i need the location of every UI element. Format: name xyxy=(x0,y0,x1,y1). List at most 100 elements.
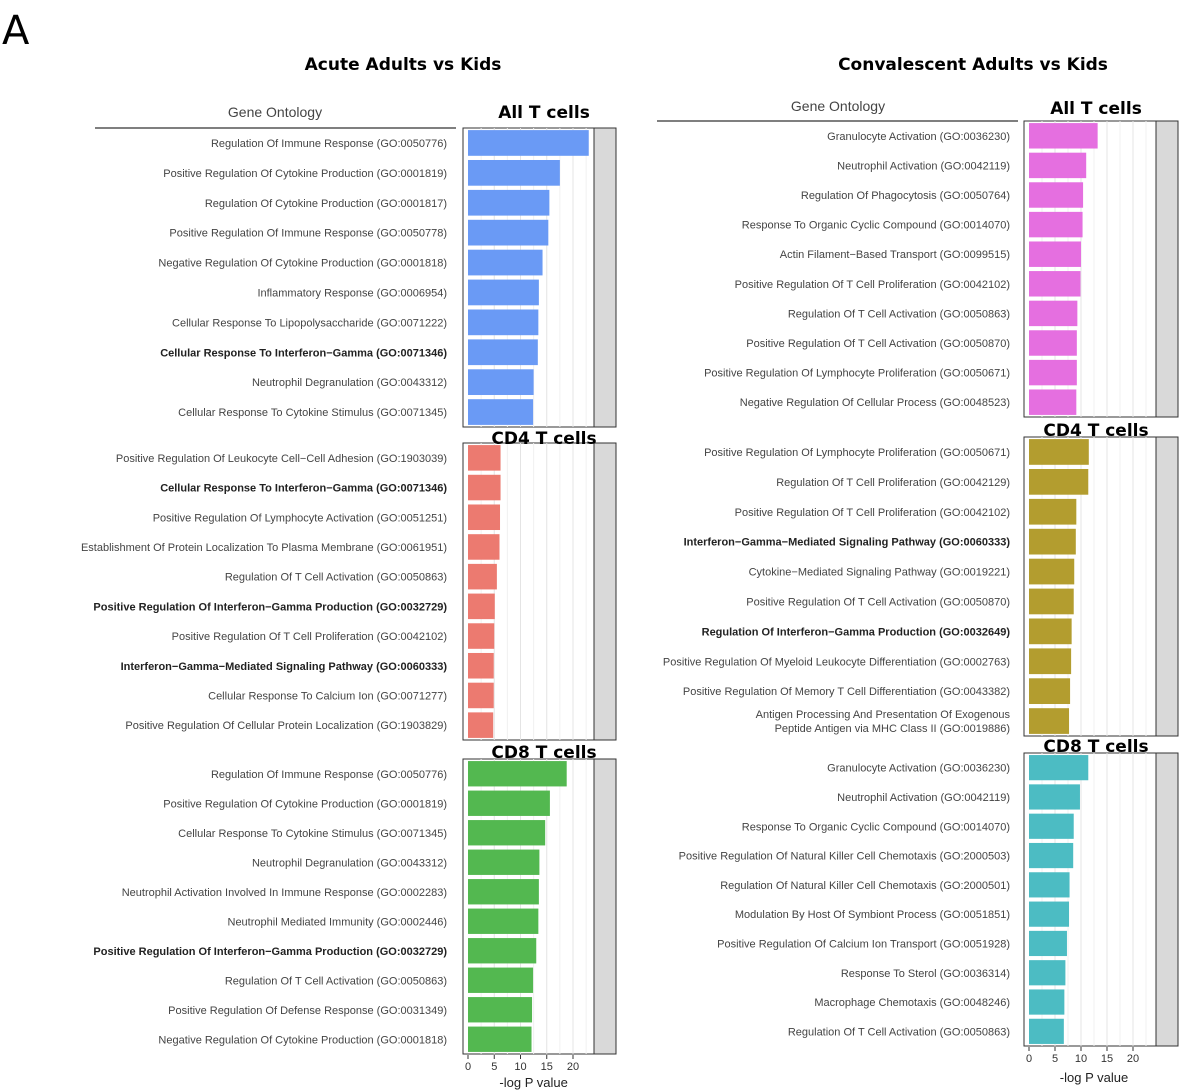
bar xyxy=(1029,872,1070,898)
x-tick-label: 15 xyxy=(1101,1053,1113,1065)
term-label: Cytokine−Mediated Signaling Pathway (GO:… xyxy=(749,567,1010,579)
bar xyxy=(1029,468,1089,495)
bar xyxy=(468,339,538,366)
term-label: Positive Regulation Of T Cell Proliferat… xyxy=(735,279,1010,291)
facet-strip xyxy=(593,127,617,428)
term-label: Neutrophil Mediated Immunity (GO:0002446… xyxy=(228,916,448,928)
facet-cd8-t-cells: CD8 T cells Granulocyte Activation (GO:00… xyxy=(679,737,1179,1047)
bar xyxy=(1029,755,1089,781)
bar xyxy=(468,369,534,396)
bar xyxy=(1029,389,1077,415)
bar xyxy=(468,682,494,709)
term-label: Response To Organic Cyclic Compound (GO:… xyxy=(742,220,1010,232)
bar xyxy=(1029,300,1078,327)
bar xyxy=(1029,330,1077,356)
bar xyxy=(468,997,533,1023)
bar xyxy=(468,820,546,846)
term-label: Interferon−Gamma−Mediated Signaling Path… xyxy=(684,537,1011,549)
term-label: Regulation Of Cytokine Production (GO:00… xyxy=(205,198,447,210)
facet-title: All T cells xyxy=(498,103,590,123)
term-label: Positive Regulation Of T Cell Proliferat… xyxy=(735,507,1010,519)
bar xyxy=(468,219,549,246)
bar xyxy=(468,938,537,964)
bar xyxy=(468,593,495,620)
term-label: Inflammatory Response (GO:0006954) xyxy=(257,287,447,299)
term-label: Neutrophil Degranulation (GO:0043312) xyxy=(252,377,447,389)
facet-title: CD8 T cells xyxy=(491,743,596,763)
term-label: Interferon−Gamma−Mediated Signaling Path… xyxy=(121,661,448,673)
term-label: Granulocyte Activation (GO:0036230) xyxy=(827,131,1010,143)
term-label: Actin Filament−Based Transport (GO:00995… xyxy=(780,249,1010,261)
bar xyxy=(1029,123,1098,149)
bar xyxy=(468,761,567,787)
x-axis-label: -log P value xyxy=(499,1075,567,1090)
term-label: Positive Regulation Of Interferon−Gamma … xyxy=(93,946,447,958)
term-label: Response To Organic Cyclic Compound (GO:… xyxy=(742,821,1010,833)
bar xyxy=(1029,558,1075,585)
term-label: Antigen Processing And Presentation Of E… xyxy=(756,709,1011,735)
x-tick-label: 20 xyxy=(567,1061,579,1073)
bar xyxy=(1029,359,1077,386)
term-label: Positive Regulation Of Cellular Protein … xyxy=(125,720,447,732)
term-label: Regulation Of Immune Response (GO:005077… xyxy=(211,138,447,150)
facet-strip xyxy=(1155,436,1179,737)
x-tick-label: 20 xyxy=(1127,1053,1139,1065)
term-label: Positive Regulation Of T Cell Activation… xyxy=(746,596,1010,608)
facet-title: All T cells xyxy=(1050,99,1142,119)
term-label: Positive Regulation Of Memory T Cell Dif… xyxy=(683,686,1010,698)
bar xyxy=(468,623,495,649)
facet-all-t-cells: All T cells Granulocyte Activation (GO:00… xyxy=(704,99,1179,418)
gene-ontology-header: Gene Ontology xyxy=(791,98,885,114)
bar xyxy=(468,279,539,306)
term-label: Establishment Of Protein Localization To… xyxy=(81,542,447,554)
term-label: Neutrophil Degranulation (GO:0043312) xyxy=(252,857,447,869)
bar xyxy=(1029,271,1081,297)
term-label: Positive Regulation Of Cytokine Producti… xyxy=(163,798,447,810)
bar xyxy=(468,399,534,425)
term-label: Macrophage Chemotaxis (GO:0048246) xyxy=(814,997,1010,1009)
facet-strip xyxy=(1155,120,1179,418)
term-label: Cellular Response To Cytokine Stimulus (… xyxy=(178,407,447,419)
chart-convalescent: Convalescent Adults vs Kids Gene Ontology… xyxy=(657,55,1179,1085)
facet-title: CD8 T cells xyxy=(1043,737,1148,757)
term-label: Regulation Of T Cell Proliferation (GO:0… xyxy=(776,477,1010,489)
term-label: Negative Regulation Of Cytokine Producti… xyxy=(158,1034,447,1046)
bar xyxy=(468,534,500,560)
term-label: Positive Regulation Of Lymphocyte Prolif… xyxy=(704,447,1010,459)
term-label: Regulation Of T Cell Activation (GO:0050… xyxy=(225,572,447,584)
term-label: Cellular Response To Calcium Ion (GO:007… xyxy=(208,690,447,702)
term-label: Positive Regulation Of T Cell Proliferat… xyxy=(172,631,447,643)
bar xyxy=(1029,211,1083,238)
bar xyxy=(1029,182,1084,208)
bar xyxy=(468,652,494,679)
bar xyxy=(1029,813,1074,839)
bar xyxy=(468,879,539,905)
bar xyxy=(1029,960,1066,986)
facet-cd4-t-cells: CD4 T cells Positive Regulation Of Lympho… xyxy=(663,421,1179,737)
term-label: Positive Regulation Of Calcium Ion Trans… xyxy=(717,938,1010,950)
x-tick-label: 5 xyxy=(491,1061,497,1073)
bar xyxy=(1029,528,1076,555)
chart-title: Convalescent Adults vs Kids xyxy=(838,55,1108,75)
bar xyxy=(1029,241,1081,267)
term-label: Regulation Of T Cell Activation (GO:0050… xyxy=(788,1026,1010,1038)
bar xyxy=(468,1026,532,1052)
term-label: Regulation Of Immune Response (GO:005077… xyxy=(211,769,447,781)
bar xyxy=(468,967,534,993)
bar xyxy=(1029,678,1071,705)
term-label: Positive Regulation Of Interferon−Gamma … xyxy=(93,601,447,613)
term-label: Granulocyte Activation (GO:0036230) xyxy=(827,763,1010,775)
term-label: Regulation Of T Cell Activation (GO:0050… xyxy=(788,308,1010,320)
gene-ontology-header: Gene Ontology xyxy=(228,104,322,120)
term-label: Neutrophil Activation Involved In Immune… xyxy=(122,887,447,899)
term-label: Negative Regulation Of Cellular Process … xyxy=(740,397,1010,409)
facet-title: CD4 T cells xyxy=(491,429,596,449)
x-tick-label: 0 xyxy=(465,1061,471,1073)
bar xyxy=(1029,498,1077,525)
term-label: Regulation Of T Cell Activation (GO:0050… xyxy=(225,975,447,987)
term-label: Cellular Response To Cytokine Stimulus (… xyxy=(178,828,447,840)
term-label: Cellular Response To Interferon−Gamma (G… xyxy=(160,347,447,359)
term-label: Modulation By Host Of Symbiont Process (… xyxy=(735,909,1010,921)
bar xyxy=(468,445,501,471)
